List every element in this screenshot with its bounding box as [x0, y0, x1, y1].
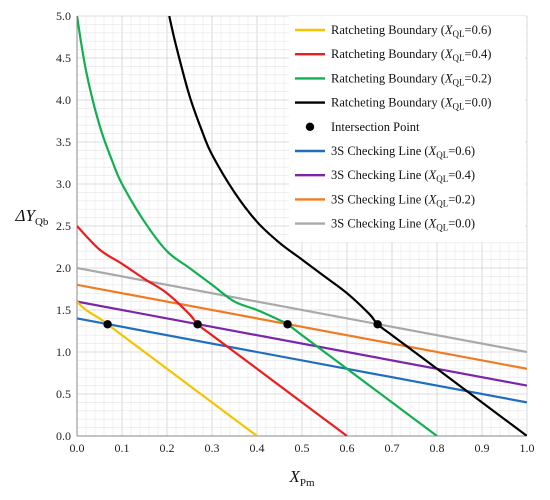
legend-label: 3S Checking Line (XQL=0.0)	[331, 217, 475, 233]
series-line-1	[77, 225, 348, 436]
x-tick-label: 0.4	[250, 441, 265, 455]
legend-label: 3S Checking Line (XQL=0.6)	[331, 144, 475, 160]
x-tick-label: 0.1	[115, 441, 130, 455]
legend-label: Ratcheting Boundary (XQL=0.4)	[331, 47, 491, 63]
y-tick-label: 0.5	[56, 387, 71, 401]
y-tick-label: 0.0	[56, 429, 71, 443]
legend: Ratcheting Boundary (XQL=0.6) Ratcheting …	[289, 16, 525, 242]
y-tick-label: 4.5	[56, 51, 71, 65]
x-tick-label: 0.7	[385, 441, 400, 455]
y-tick-label: 3.5	[56, 135, 71, 149]
legend-marker	[305, 122, 315, 131]
intersection-point	[193, 320, 202, 329]
legend-label: 3S Checking Line (XQL=0.2)	[331, 192, 475, 208]
legend-box	[289, 16, 525, 242]
legend-entry: Ratcheting Boundary (XQL=0.0)	[295, 96, 491, 112]
y-tick-label: 5.0	[56, 9, 71, 23]
x-tick-label: 0.2	[160, 441, 175, 455]
series-layer	[77, 16, 527, 436]
legend-entry: Ratcheting Boundary (XQL=0.4)	[295, 47, 491, 63]
legend-label: Ratcheting Boundary (XQL=0.2)	[331, 71, 491, 87]
x-tick-label: 1.0	[520, 441, 535, 455]
y-tick-label: 4.0	[56, 93, 71, 107]
intersection-point	[283, 320, 292, 329]
x-tick-label: 0.0	[70, 441, 85, 455]
legend-entry: 3S Checking Line (XQL=0.4)	[295, 168, 475, 184]
series-line-0	[77, 300, 258, 436]
y-axis-label-sub: Qb	[35, 216, 49, 228]
legend-entry: Ratcheting Boundary (XQL=0.6)	[295, 23, 491, 39]
x-tick-label: 0.8	[430, 441, 445, 455]
x-axis-label-sub: Pm	[300, 477, 315, 489]
y-axis-label: ΔYQb	[15, 206, 49, 228]
tick-labels: 0.0 0.1 0.2 0.3 0.4 0.5 0.6 0.7 0.8 0.9 1.0 0.0 0.5 1…	[56, 9, 535, 455]
series-line-8	[77, 266, 527, 354]
legend-entry: 3S Checking Line (XQL=0.2)	[295, 192, 475, 208]
y-tick-label: 2.0	[56, 261, 71, 275]
legend-entry: Ratcheting Boundary (XQL=0.2)	[295, 71, 491, 87]
y-tick-label: 3.0	[56, 177, 71, 191]
x-tick-label: 0.3	[205, 441, 220, 455]
series-line-3	[168, 16, 527, 436]
y-axis-label-prefix: ΔY	[15, 206, 37, 225]
series-line-5	[77, 317, 527, 404]
series-line-2	[77, 16, 438, 436]
legend-entry: Intersection Point	[305, 120, 420, 134]
legend-entry: 3S Checking Line (XQL=0.6)	[295, 144, 475, 160]
y-tick-label: 2.5	[56, 219, 71, 233]
series-line-6	[77, 300, 527, 387]
y-tick-label: 1.0	[56, 345, 71, 359]
legend-label: 3S Checking Line (XQL=0.4)	[331, 168, 475, 184]
x-axis-label-main: X	[288, 467, 300, 486]
x-tick-label: 0.6	[340, 441, 355, 455]
x-axis-label: XPm	[288, 467, 315, 489]
axis-labels: XPm ΔYQb	[15, 206, 315, 489]
x-tick-label: 0.5	[295, 441, 310, 455]
legend-label: Ratcheting Boundary (XQL=0.0)	[331, 96, 491, 112]
legend-entry: 3S Checking Line (XQL=0.0)	[295, 217, 475, 233]
intersection-point	[103, 320, 112, 329]
y-tick-label: 1.5	[56, 303, 71, 317]
x-tick-label: 0.9	[475, 441, 490, 455]
legend-label: Ratcheting Boundary (XQL=0.6)	[331, 23, 491, 39]
intersection-point	[373, 320, 382, 329]
legend-label: Intersection Point	[331, 120, 420, 134]
series-line-7	[77, 283, 527, 370]
